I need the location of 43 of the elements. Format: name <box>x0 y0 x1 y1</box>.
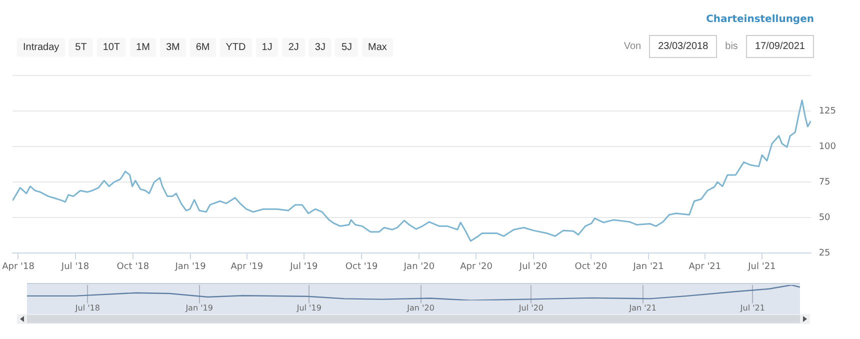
text: 3J <box>308 38 332 57</box>
x-tick-label: Jul '19 <box>296 303 322 312</box>
x-tick-label: Jul '20 <box>518 262 548 272</box>
x-tick-label: Apr '19 <box>230 262 264 272</box>
x-tick-label: Oct '18 <box>116 262 150 272</box>
y-tick-label: 100 <box>818 142 836 152</box>
text: Von <box>624 41 642 52</box>
x-tick-label: Jul '18 <box>74 303 100 312</box>
x-tick-label: Apr '21 <box>688 262 722 272</box>
x-tick-label: Oct '20 <box>574 262 608 272</box>
y-tick-label: 75 <box>818 177 830 188</box>
text: 5J <box>335 38 358 57</box>
x-tick-label: Apr '18 <box>2 262 35 272</box>
x-tick-label: Jan '19 <box>184 303 213 312</box>
x-tick-label: Jan '20 <box>406 303 434 312</box>
x-tick-label: Jul '19 <box>289 262 318 272</box>
text: 10T <box>96 38 126 57</box>
y-tick-label: 125 <box>818 106 836 116</box>
text: Max <box>362 38 393 57</box>
x-tick-label: Jan '21 <box>632 262 664 272</box>
text: 1J <box>256 38 278 57</box>
y-tick-label: 50 <box>818 212 831 223</box>
x-tick-label: Apr '20 <box>460 262 493 272</box>
text: 2J <box>282 38 305 57</box>
text: bis <box>725 41 738 52</box>
text: 5T <box>69 38 93 57</box>
text: 6M <box>190 38 216 57</box>
x-tick-label: Jul '21 <box>739 303 765 312</box>
text: YTD <box>220 38 252 57</box>
x-tick-label: Jan '21 <box>628 303 656 312</box>
x-tick-label: Jan '19 <box>174 262 206 272</box>
text: Charteinstellungen <box>706 14 814 25</box>
y-tick-label: 25 <box>818 248 830 259</box>
text: 3M <box>160 38 186 57</box>
text: Intraday <box>17 38 66 57</box>
text: 1M <box>130 38 156 57</box>
x-tick-label: Jan '20 <box>402 262 435 272</box>
x-tick-label: Oct '19 <box>345 262 378 272</box>
text: 17/09/2021 <box>746 35 814 58</box>
x-tick-label: Jul '18 <box>60 262 90 272</box>
text: 23/03/2018 <box>649 35 718 58</box>
x-tick-label: Jul '21 <box>747 262 776 272</box>
x-tick-label: Jul '20 <box>518 303 544 312</box>
